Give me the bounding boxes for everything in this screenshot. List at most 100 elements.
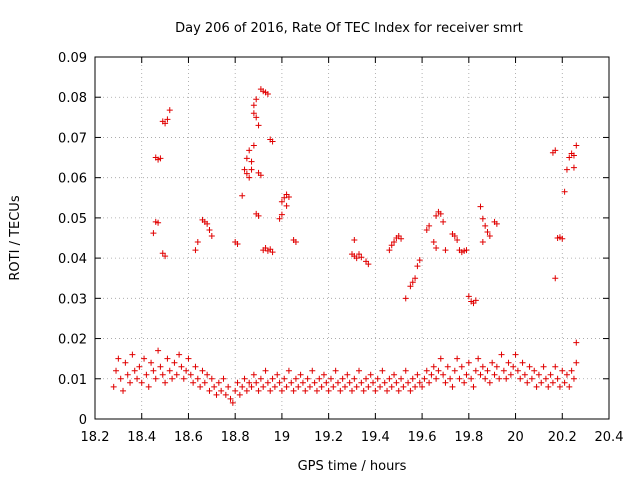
data-point: [374, 375, 381, 382]
data-point: [255, 122, 262, 129]
data-point: [152, 375, 159, 382]
data-point: [334, 379, 341, 386]
data-point: [391, 239, 398, 246]
data-point: [250, 110, 257, 117]
data-point: [194, 375, 201, 382]
data-point: [561, 379, 568, 386]
data-point: [423, 226, 430, 233]
data-point: [341, 383, 348, 390]
data-point: [166, 367, 173, 374]
data-point: [285, 193, 292, 200]
data-point: [292, 375, 299, 382]
data-point: [208, 232, 215, 239]
plot-frame: [94, 56, 610, 420]
x-tick-label: 19.6: [408, 430, 437, 445]
data-point: [472, 367, 479, 374]
data-point: [437, 355, 444, 362]
data-point: [155, 347, 162, 354]
data-point: [162, 253, 169, 260]
data-point: [552, 363, 559, 370]
data-point: [327, 375, 334, 382]
data-point: [477, 203, 484, 210]
data-point: [278, 198, 285, 205]
data-point: [409, 279, 416, 286]
data-point: [449, 383, 456, 390]
data-point: [171, 359, 178, 366]
data-point: [419, 383, 426, 390]
data-point: [346, 379, 353, 386]
data-point: [360, 387, 367, 394]
data-point: [440, 218, 447, 225]
data-point: [127, 379, 134, 386]
data-point: [384, 387, 391, 394]
data-point: [395, 387, 402, 394]
data-point: [187, 371, 194, 378]
data-point: [463, 247, 470, 254]
data-point: [456, 375, 463, 382]
data-point: [304, 375, 311, 382]
data-point: [271, 383, 278, 390]
data-point: [423, 367, 430, 374]
y-tick-label: 0.07: [58, 131, 87, 146]
data-point: [257, 375, 264, 382]
data-point: [479, 215, 486, 222]
data-point: [444, 363, 451, 370]
data-point: [150, 367, 157, 374]
data-point: [234, 241, 241, 248]
data-point: [218, 387, 225, 394]
data-point: [232, 387, 239, 394]
data-point: [538, 379, 545, 386]
data-point: [148, 359, 155, 366]
data-point: [486, 232, 493, 239]
data-point: [120, 387, 127, 394]
data-point: [250, 371, 257, 378]
data-point: [222, 391, 229, 398]
data-point: [194, 239, 201, 246]
data-point: [426, 379, 433, 386]
data-point: [570, 152, 577, 159]
data-point: [131, 367, 138, 374]
data-point: [110, 383, 117, 390]
data-point: [239, 383, 246, 390]
data-point: [386, 247, 393, 254]
data-point: [573, 142, 580, 149]
data-point: [323, 379, 330, 386]
data-point: [234, 379, 241, 386]
data-point: [393, 379, 400, 386]
data-point: [402, 367, 409, 374]
data-point: [451, 232, 458, 239]
data-point: [281, 375, 288, 382]
data-point: [211, 383, 218, 390]
data-point: [269, 138, 276, 145]
data-point: [311, 379, 318, 386]
data-point: [391, 371, 398, 378]
data-point: [435, 367, 442, 374]
data-point: [440, 371, 447, 378]
data-point: [561, 188, 568, 195]
data-point: [236, 391, 243, 398]
y-tick-label: 0.05: [58, 212, 87, 227]
data-point: [552, 147, 559, 154]
data-point: [414, 371, 421, 378]
x-axis-ticks: 18.2 18.4 18.6 18.8 19 19.2 19.4 19.6 19.8 20 20.2…: [81, 57, 623, 445]
y-tick-label: 0.08: [58, 91, 87, 106]
data-point: [278, 211, 285, 218]
data-point: [479, 239, 486, 246]
data-point: [215, 379, 222, 386]
data-point: [545, 383, 552, 390]
data-point: [180, 375, 187, 382]
data-point: [241, 375, 248, 382]
data-point: [246, 174, 253, 181]
y-tick-label: 0.09: [58, 51, 87, 66]
data-point: [363, 375, 370, 382]
data-point: [528, 375, 535, 382]
data-point: [241, 166, 248, 173]
data-point: [316, 375, 323, 382]
data-point: [150, 230, 157, 237]
data-point: [313, 387, 320, 394]
data-point: [398, 375, 405, 382]
data-point: [552, 275, 559, 282]
data-point: [470, 383, 477, 390]
data-point: [521, 371, 528, 378]
data-point: [437, 210, 444, 217]
